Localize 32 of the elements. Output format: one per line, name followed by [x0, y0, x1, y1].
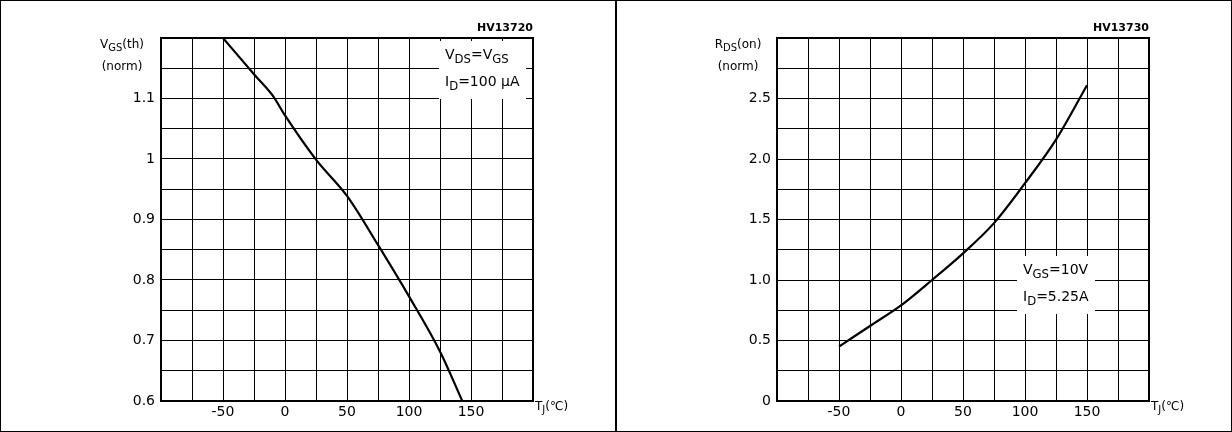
annotation: I$_{D}$=5.25A [1023, 286, 1089, 310]
y-tick-label: 0.9 [132, 210, 155, 227]
annotation: V$_{GS}$=10V [1023, 260, 1089, 283]
y-tick-label: 2.5 [748, 89, 771, 106]
text: HV13720 [477, 21, 533, 34]
x-axis-title: T$_{J}$(℃) [1151, 399, 1185, 416]
y-tick-label: 1.1 [132, 89, 155, 106]
x-tick-label: -50 [211, 403, 235, 420]
annotation: V$_{DS}$=V$_{GS}$ [445, 45, 510, 68]
y-tick-label: 0 [762, 391, 771, 408]
y-axis-title: R$_{DS}$(on) (norm) [713, 36, 763, 76]
y-tick-label: 1 [146, 149, 155, 166]
y-tick-label: 0.7 [132, 331, 155, 348]
x-tick-label: 150 [457, 403, 485, 420]
x-tick-label: 0 [896, 403, 906, 420]
text: HV13730 [1093, 21, 1149, 34]
x-tick-label: 100 [395, 403, 423, 420]
x-tick-label: -50 [827, 403, 851, 420]
annotation: I$_{D}$=100 μA [445, 71, 520, 95]
x-axis-title: T$_{J}$(℃) [535, 399, 569, 416]
x-tick-label: 0 [280, 403, 290, 420]
x-tick-label: 100 [1011, 403, 1039, 420]
y-tick-label: 1.0 [748, 270, 771, 287]
y-axis-title: V$_{GS}$(th) (norm) [99, 36, 145, 76]
y-tick-label: 2.0 [748, 149, 771, 166]
y-tick-label: 1.5 [748, 210, 771, 227]
y-tick-label: 0.6 [132, 391, 156, 408]
x-tick-label: 150 [1073, 403, 1101, 420]
y-tick-label: 0.8 [132, 270, 155, 287]
y-tick-label: 0.5 [748, 331, 771, 348]
x-tick-label: 50 [954, 403, 972, 420]
x-tick-label: 50 [338, 403, 356, 420]
